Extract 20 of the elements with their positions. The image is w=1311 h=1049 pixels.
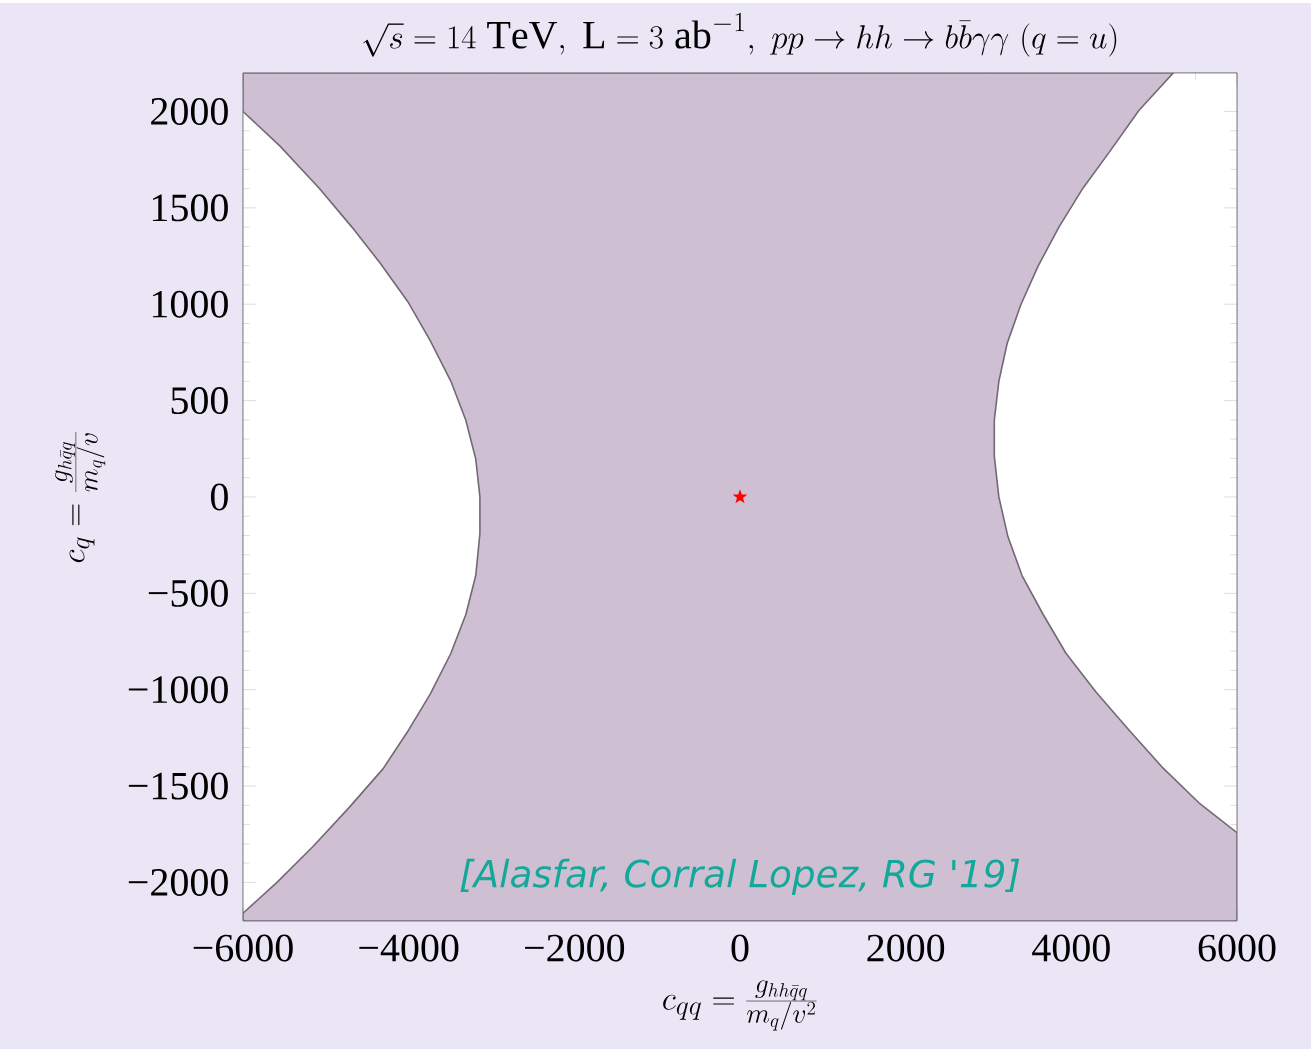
annotation: [Alasfar, Corral Lopez, RG '19]	[460, 858, 1020, 895]
x-axis-title: $c_{qq}=\frac{g_{hh\bar{q}q}}{m_q/v^2}$	[663, 980, 817, 1031]
y-tick-label: −2000	[128, 868, 228, 896]
y-tick-label: 2000	[151, 98, 228, 126]
y-tick-label: 0	[210, 483, 228, 511]
y-axis-title: $c_q=\frac{g_{h\bar{q}q}}{m_q/v}$	[54, 431, 106, 563]
x-tick-label: 2000	[867, 934, 945, 962]
x-tick-label: −4000	[359, 934, 459, 962]
y-tick-label: −1000	[128, 676, 228, 704]
y-tick-label: 500	[171, 387, 228, 415]
x-tick-label: 4000	[1032, 934, 1110, 962]
chart-title: $\sqrt{s}=14\ \mathrm{TeV},\ \mathrm{L}=3\ \mathrm{ab}^{-1},\ pp\to hh\to b\bar{b}\gamma\gamma\ (q=u)$	[363, 12, 1117, 57]
x-tick-label: 6000	[1198, 934, 1276, 962]
y-tick-label: −500	[148, 579, 228, 607]
y-tick-label: 1000	[152, 290, 228, 318]
y-tick-label: −1500	[128, 772, 228, 800]
x-tick-label: 0	[731, 934, 749, 962]
x-tick-label: −6000	[193, 934, 293, 962]
y-tick-label: 1500	[152, 194, 228, 222]
x-tick-label: −2000	[525, 934, 625, 962]
